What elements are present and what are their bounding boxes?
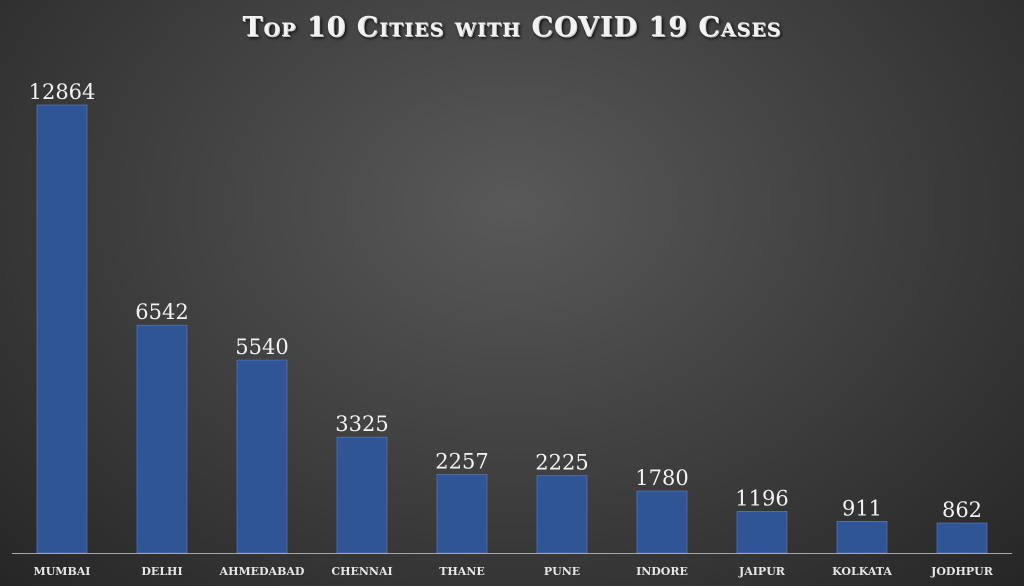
value-label-chennai: 3325 bbox=[335, 412, 388, 436]
bar-ahmedabad bbox=[236, 359, 288, 554]
value-label-jaipur: 1196 bbox=[735, 486, 788, 510]
bar-delhi bbox=[136, 324, 188, 554]
x-tick-label-jaipur: JAIPUR bbox=[738, 565, 786, 578]
bar-kolkata bbox=[836, 520, 888, 554]
bar-thane bbox=[436, 474, 488, 554]
x-tick-label-indore: INDORE bbox=[636, 565, 688, 578]
value-label-mumbai: 12864 bbox=[29, 80, 96, 104]
value-labels-group: 12864 6542 5540 3325 2257 2225 1780 1196 911 862 bbox=[29, 80, 982, 522]
bar-chennai bbox=[336, 436, 388, 554]
bar-jaipur bbox=[736, 510, 788, 554]
x-tick-label-ahmedabad: AHMEDABAD bbox=[219, 565, 305, 578]
value-label-ahmedabad: 5540 bbox=[235, 335, 288, 359]
value-label-jodhpur: 862 bbox=[942, 498, 982, 522]
bars-group bbox=[36, 104, 988, 554]
x-tick-label-pune: PUNE bbox=[544, 565, 580, 578]
x-tick-label-chennai: CHENNAI bbox=[331, 565, 392, 578]
x-tick-label-mumbai: MUMBAI bbox=[34, 565, 91, 578]
x-tick-label-delhi: DELHI bbox=[141, 565, 182, 578]
value-label-delhi: 6542 bbox=[135, 300, 188, 324]
x-tick-labels-group: MUMBAI DELHI AHMEDABAD CHENNAI THANE PUNE INDO… bbox=[34, 565, 994, 578]
value-label-indore: 1780 bbox=[635, 466, 688, 490]
x-tick-label-jodhpur: JODHPUR bbox=[930, 565, 994, 578]
bar-jodhpur bbox=[936, 522, 988, 554]
value-label-pune: 2225 bbox=[535, 451, 588, 475]
value-label-kolkata: 911 bbox=[842, 496, 882, 520]
x-tick-label-thane: THANE bbox=[439, 565, 485, 578]
bar-indore bbox=[636, 490, 688, 554]
bar-mumbai bbox=[36, 104, 88, 554]
chart-title: Top 10 Cities with COVID 19 Cases bbox=[242, 12, 782, 43]
x-tick-label-kolkata: KOLKATA bbox=[832, 565, 892, 578]
bar-pune bbox=[536, 475, 588, 554]
value-label-thane: 2257 bbox=[435, 449, 488, 473]
